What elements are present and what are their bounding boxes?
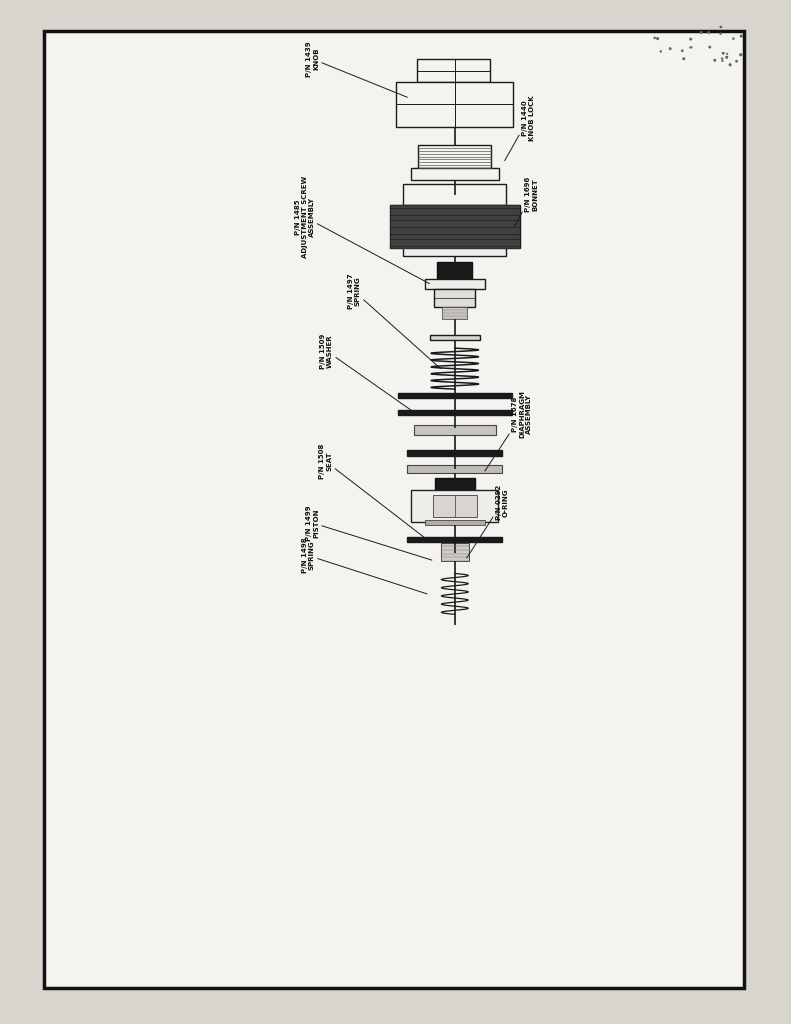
Point (695, 25, 708, 41)
Text: P/N 1678
DIAPHRAGM
ASSEMBLY: P/N 1678 DIAPHRAGM ASSEMBLY (485, 390, 532, 471)
Point (716, 50, 729, 67)
Bar (407, 450, 502, 456)
Point (685, 39, 698, 55)
Bar (407, 465, 502, 473)
Bar (425, 520, 485, 525)
Text: P/N 0292
O-RING: P/N 0292 O-RING (467, 485, 509, 558)
Bar (417, 59, 490, 82)
Point (735, 28, 747, 44)
Point (654, 43, 667, 59)
Bar (435, 478, 475, 490)
Text: P/N 1440
KNOB LOCK: P/N 1440 KNOB LOCK (505, 95, 535, 161)
Point (702, 25, 715, 41)
Point (717, 45, 729, 61)
Point (721, 46, 733, 62)
Bar (425, 279, 485, 289)
Point (714, 26, 727, 42)
Bar (403, 248, 506, 256)
Text: P/N 1439
KNOB: P/N 1439 KNOB (306, 41, 407, 97)
Bar (44, 31, 744, 988)
Bar (434, 289, 475, 307)
Text: P/N 1508
SEAT: P/N 1508 SEAT (320, 443, 427, 540)
Bar (418, 145, 491, 168)
Text: P/N 1485
ADJUSTMENT SCREW
ASSEMBLY: P/N 1485 ADJUSTMENT SCREW ASSEMBLY (294, 176, 430, 284)
Text: P/N 1499
PISTON: P/N 1499 PISTON (306, 505, 432, 560)
Bar (396, 82, 513, 127)
Text: P/N 1498
SPRING: P/N 1498 SPRING (302, 538, 427, 594)
Bar (411, 490, 498, 522)
Point (651, 31, 664, 47)
Bar (441, 543, 469, 561)
Point (734, 46, 747, 62)
Point (684, 31, 697, 47)
Text: P/N 1497
SPRING: P/N 1497 SPRING (348, 273, 441, 369)
Point (649, 30, 661, 46)
Text: P/N 1696
BONNET: P/N 1696 BONNET (514, 177, 538, 227)
Point (721, 49, 733, 66)
Bar (390, 205, 520, 248)
Point (714, 18, 727, 35)
Text: P/N 1509
WASHER: P/N 1509 WASHER (320, 333, 416, 414)
Bar (411, 168, 499, 180)
Point (676, 43, 689, 59)
Point (684, 39, 697, 55)
Bar (433, 495, 477, 517)
Bar (437, 262, 472, 279)
Bar (442, 307, 467, 319)
Point (677, 50, 690, 67)
Bar (407, 537, 502, 542)
Bar (430, 335, 480, 340)
Point (724, 56, 736, 73)
Point (664, 41, 676, 57)
Point (716, 52, 729, 69)
Point (709, 52, 721, 69)
Bar (398, 393, 512, 398)
Point (703, 39, 716, 55)
Bar (403, 184, 506, 205)
Point (727, 31, 740, 47)
Point (730, 53, 743, 70)
Bar (414, 425, 496, 435)
Bar (398, 410, 512, 415)
